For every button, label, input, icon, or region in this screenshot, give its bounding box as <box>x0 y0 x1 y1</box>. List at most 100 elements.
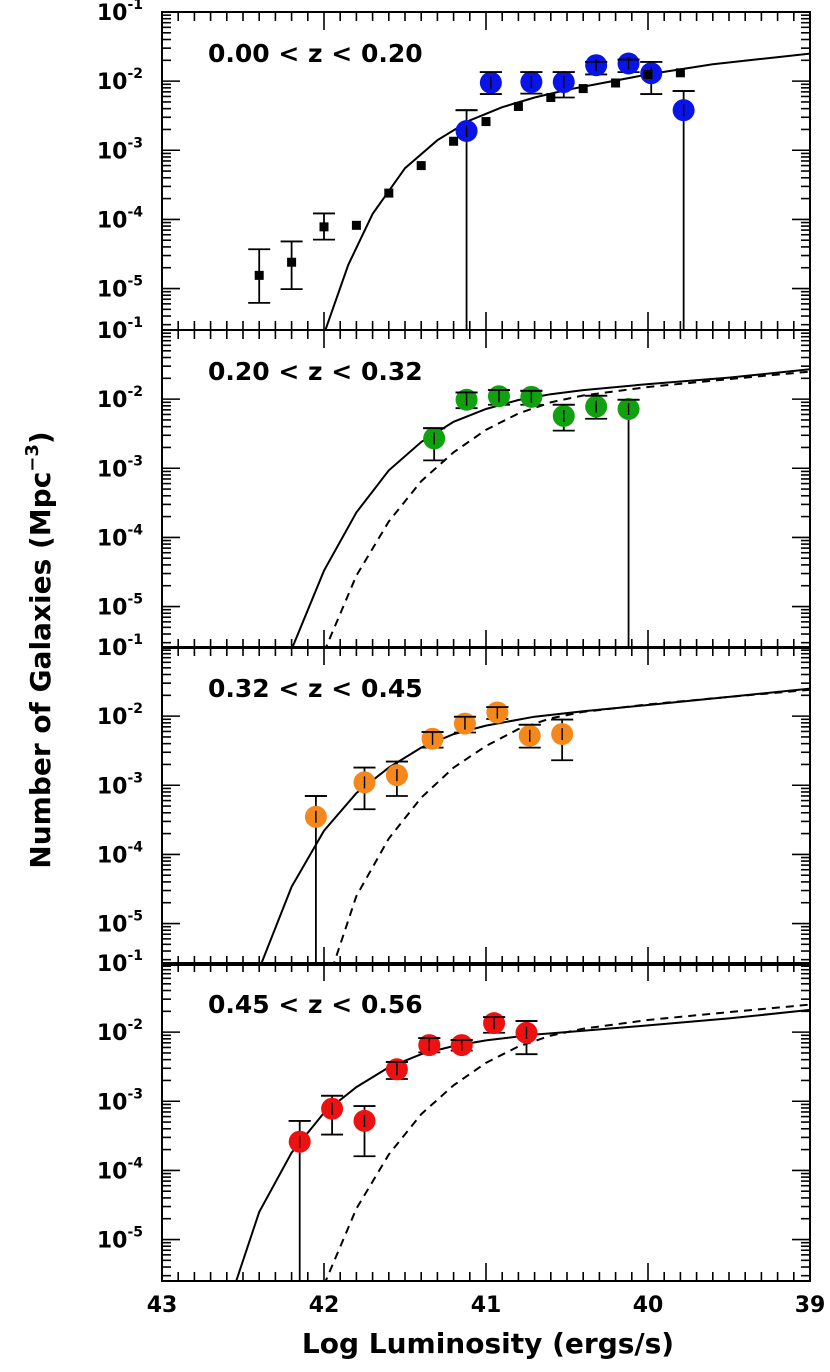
y-tick-label-exponent: -1 <box>127 948 143 964</box>
y-tick-label-exponent: -5 <box>127 909 143 925</box>
y-tick-label-exponent: -4 <box>127 204 143 220</box>
data-point-square <box>416 161 426 171</box>
y-tick-label-base: 10 <box>97 1090 128 1115</box>
panel-title: 0.20 < z < 0.32 <box>208 357 423 386</box>
y-tick-label-base: 10 <box>97 526 128 551</box>
y-tick-label-exponent: -2 <box>127 66 143 82</box>
y-tick-label-exponent: -3 <box>127 453 143 469</box>
data-point-square <box>578 84 588 94</box>
y-tick-label-exponent: -4 <box>127 839 143 855</box>
y-tick-label-base: 10 <box>97 705 128 730</box>
y-tick-label-exponent: -3 <box>127 1086 143 1102</box>
y-tick-label-exponent: -2 <box>127 1017 143 1033</box>
y-tick-label: 10-2 <box>97 1017 143 1046</box>
y-tick-label-exponent: -2 <box>127 384 143 400</box>
x-axis-label: Log Luminosity (ergs/s) <box>302 1327 674 1360</box>
y-tick-label-base: 10 <box>97 319 128 344</box>
y-tick-label: 10-5 <box>97 909 143 938</box>
y-tick-label-base: 10 <box>97 952 128 977</box>
panel: 10-110-210-310-410-50.00 < z < 0.20 <box>97 0 811 331</box>
y-tick-label: 10-3 <box>97 770 143 799</box>
plot-area <box>259 687 810 965</box>
y-tick-label: 10-5 <box>97 592 143 621</box>
y-tick-label-exponent: -4 <box>127 1155 143 1171</box>
data-point-square <box>611 78 621 88</box>
y-tick-label: 10-4 <box>97 204 143 233</box>
y-tick-label-base: 10 <box>97 843 128 868</box>
x-tick-label: 40 <box>633 1293 664 1318</box>
y-tick-label: 10-1 <box>97 0 143 26</box>
y-tick-label: 10-3 <box>97 135 143 164</box>
y-tick-label-base: 10 <box>97 278 128 303</box>
model-curve-solid <box>324 52 810 330</box>
y-tick-label-base: 10 <box>97 208 128 233</box>
y-tick-label-exponent: -3 <box>127 135 143 151</box>
panel: 10-110-210-310-410-50.20 < z < 0.32 <box>97 315 811 649</box>
y-tick-label-exponent: -3 <box>127 770 143 786</box>
y-tick-label: 10-1 <box>97 948 143 977</box>
data-point-square <box>546 92 556 102</box>
y-tick-label-base: 10 <box>97 1021 128 1046</box>
y-tick-label: 10-5 <box>97 1225 143 1254</box>
panel-title: 0.32 < z < 0.45 <box>208 674 423 703</box>
y-tick-label-base: 10 <box>97 139 128 164</box>
y-tick-label-base: 10 <box>97 457 128 482</box>
x-tick-label: 41 <box>471 1293 502 1318</box>
model-curve-dashed <box>332 688 810 965</box>
y-tick-label: 10-2 <box>97 701 143 730</box>
x-tick-label: 39 <box>795 1293 826 1318</box>
data-point-square <box>319 222 329 232</box>
y-tick-label-exponent: -1 <box>127 632 143 648</box>
panel-title: 0.00 < z < 0.20 <box>208 39 423 68</box>
model-curve-dashed <box>324 1003 810 1281</box>
y-tick-label-base: 10 <box>97 1 128 26</box>
y-tick-label-exponent: -2 <box>127 701 143 717</box>
y-tick-label-base: 10 <box>97 596 128 621</box>
panel: 10-110-210-310-410-543 42 41 40 390.45 < z <… <box>97 948 826 1318</box>
y-tick-label: 10-3 <box>97 1086 143 1115</box>
model-curve-dashed <box>324 370 810 648</box>
data-point-square <box>449 136 459 146</box>
y-tick-label: 10-3 <box>97 453 143 482</box>
y-tick-label-base: 10 <box>97 388 128 413</box>
panels: 10-110-210-310-410-50.00 < z < 0.2010-11… <box>97 0 826 1318</box>
y-tick-label-exponent: -1 <box>127 315 143 331</box>
y-tick-label: 10-4 <box>97 839 143 868</box>
plot-area <box>248 52 810 330</box>
y-axis-label: Number of Galaxies (Mpc−3) <box>22 431 57 868</box>
y-tick-label-exponent: -5 <box>127 592 143 608</box>
y-tick-label-base: 10 <box>97 70 128 95</box>
y-tick-label-base: 10 <box>97 1159 128 1184</box>
data-point-square <box>287 257 297 267</box>
data-point-square <box>513 101 523 111</box>
data-point-square <box>384 188 394 198</box>
model-curve-solid <box>235 1008 810 1281</box>
y-tick-label-base: 10 <box>97 913 128 938</box>
y-axis-label-close: ) <box>24 431 57 444</box>
data-point-square <box>481 117 491 127</box>
data-point-square <box>643 69 653 79</box>
plot-area <box>291 368 810 648</box>
y-tick-label: 10-4 <box>97 1155 143 1184</box>
data-point-square <box>675 68 685 78</box>
x-tick-label: 42 <box>309 1293 340 1318</box>
y-tick-label-base: 10 <box>97 1229 128 1254</box>
y-axis-label-exponent: −3 <box>22 444 43 472</box>
data-point-square <box>254 270 264 280</box>
y-tick-label: 10-1 <box>97 632 143 661</box>
data-point-square <box>351 220 361 230</box>
model-curve-solid <box>291 368 810 648</box>
y-tick-label-exponent: -5 <box>127 274 143 290</box>
y-tick-label: 10-2 <box>97 384 143 413</box>
panel: 10-110-210-310-410-50.32 < z < 0.45 <box>97 632 811 966</box>
y-tick-label: 10-5 <box>97 274 143 303</box>
model-curve-solid <box>259 687 810 965</box>
y-axis-label-text: Number of Galaxies (Mpc <box>24 472 57 869</box>
y-tick-label-base: 10 <box>97 774 128 799</box>
y-tick-label: 10-4 <box>97 522 143 551</box>
y-tick-label-exponent: -4 <box>127 522 143 538</box>
y-tick-label-base: 10 <box>97 636 128 661</box>
y-tick-label-exponent: -5 <box>127 1225 143 1241</box>
plot-area <box>235 1003 810 1281</box>
